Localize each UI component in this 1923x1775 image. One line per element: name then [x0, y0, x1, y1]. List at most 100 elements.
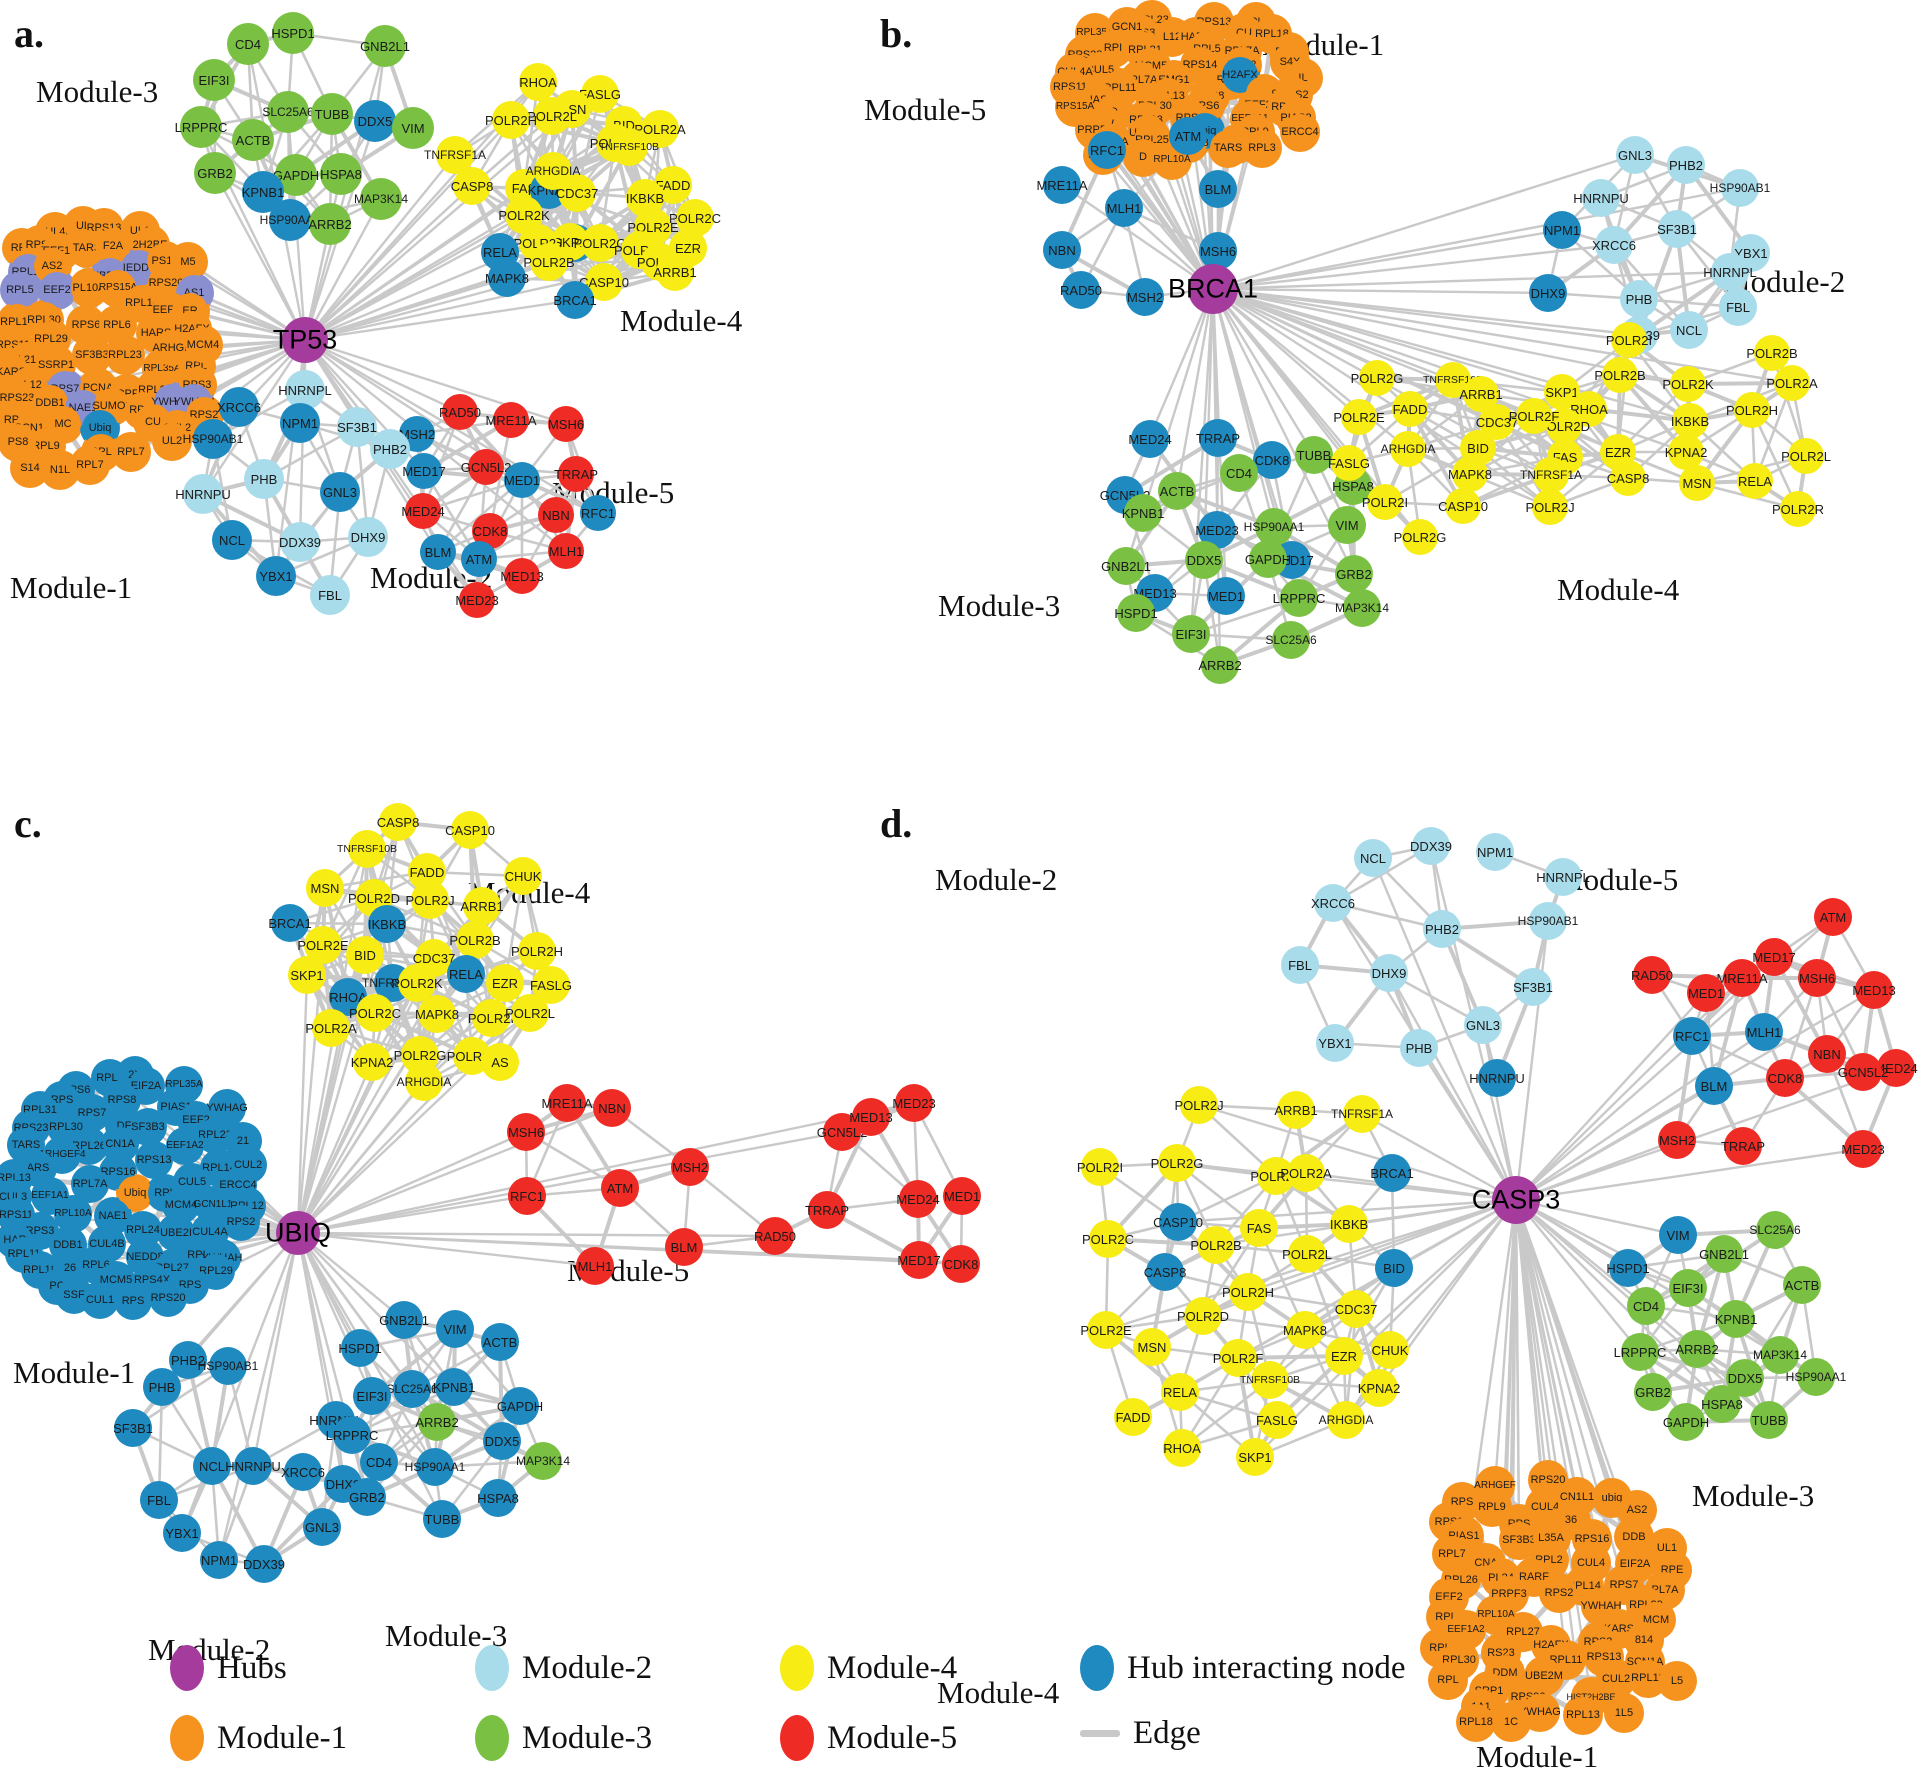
network-node[interactable]: POLR2R	[1772, 491, 1824, 527]
network-node[interactable]: UL2	[154, 423, 190, 459]
network-node[interactable]: RPL18	[1458, 1704, 1494, 1740]
network-node[interactable]: SKP1	[288, 956, 326, 994]
network-node[interactable]: ATM	[1169, 117, 1207, 155]
network-node[interactable]: DDX39	[1410, 827, 1452, 865]
network-node[interactable]: POLR2D	[1177, 1297, 1229, 1335]
network-node[interactable]: SF3B1	[1513, 968, 1553, 1006]
network-node[interactable]: ACTB	[481, 1323, 519, 1361]
network-node[interactable]: XRCC6	[1311, 884, 1355, 922]
network-node[interactable]: TUBB	[423, 1500, 461, 1538]
network-node[interactable]: ERCC4	[1281, 114, 1319, 150]
network-node[interactable]: ARHGDIA	[397, 1063, 451, 1101]
network-node[interactable]: POLR2L	[527, 97, 577, 135]
network-node[interactable]: DDX5	[354, 100, 396, 142]
network-node[interactable]: SLC25A6	[386, 1370, 438, 1408]
network-node[interactable]: ACTB	[1158, 472, 1196, 510]
network-node[interactable]: EEF1A2	[166, 1129, 204, 1163]
network-node[interactable]: NBN	[1808, 1035, 1846, 1073]
network-node[interactable]: POLR2L	[505, 994, 555, 1032]
network-node[interactable]: FASLG	[1256, 1401, 1298, 1439]
network-node[interactable]: MED1	[504, 462, 540, 498]
network-node[interactable]: GNL3	[1616, 136, 1654, 174]
network-node[interactable]: POLR2H	[1726, 392, 1778, 428]
network-node[interactable]: HSP90AA1	[405, 1448, 465, 1486]
network-node[interactable]: POLR2J	[1525, 489, 1575, 525]
network-node[interactable]: POLR2E	[1080, 1311, 1132, 1349]
network-node[interactable]: BLM	[1199, 170, 1237, 208]
network-node[interactable]: HNRNPU	[225, 1447, 281, 1485]
network-node[interactable]: HSP90AA1	[1786, 1358, 1846, 1396]
network-node[interactable]: MAP3K14	[516, 1442, 570, 1480]
network-node[interactable]: CD4	[1220, 454, 1258, 492]
network-node[interactable]: POLR2C	[349, 994, 401, 1032]
network-node[interactable]: FBL	[1281, 946, 1319, 984]
network-node[interactable]: RPL10A	[54, 1197, 92, 1231]
network-node[interactable]: CD4	[360, 1443, 398, 1481]
network-node[interactable]: GNB2L1	[1101, 547, 1151, 585]
network-node[interactable]: GAPDH	[1663, 1403, 1709, 1441]
network-node[interactable]: EIF3I	[1669, 1269, 1707, 1307]
network-node[interactable]: POLR2A	[1280, 1154, 1332, 1192]
network-node[interactable]: GCN5L2	[1838, 1053, 1888, 1091]
network-node[interactable]: GAPDH	[497, 1387, 543, 1425]
network-node[interactable]: MED17	[402, 453, 446, 489]
network-node[interactable]: NPM1	[1543, 211, 1581, 249]
network-node[interactable]: TNFRSF1A	[1331, 1095, 1393, 1133]
network-node[interactable]: FBL	[140, 1481, 178, 1519]
network-node[interactable]: MED17	[897, 1241, 941, 1279]
network-node[interactable]: MAP3K14	[1753, 1336, 1807, 1374]
network-node[interactable]: SF3B1	[113, 1409, 153, 1447]
network-node[interactable]: TNFRSF10B	[599, 128, 659, 166]
network-node[interactable]: ARHGDIA	[1319, 1401, 1373, 1439]
network-node[interactable]: DHX9	[348, 517, 388, 557]
network-node[interactable]: HSP90AB1	[183, 419, 243, 459]
network-node[interactable]: CASP10	[1153, 1203, 1203, 1241]
network-node[interactable]: POLR2L	[1282, 1235, 1332, 1273]
network-node[interactable]: NPM1	[200, 1541, 238, 1579]
network-node[interactable]: EIF3I	[1172, 615, 1210, 653]
network-node[interactable]: MAPK8	[415, 995, 459, 1033]
network-node[interactable]: ARRB1	[1274, 1091, 1318, 1129]
network-node[interactable]: AS	[481, 1043, 519, 1081]
network-node[interactable]: MSH6	[507, 1113, 545, 1151]
network-node[interactable]: HSPA8	[477, 1479, 519, 1517]
network-node[interactable]: RFC1	[508, 1177, 546, 1215]
network-node[interactable]: MLH1	[1105, 189, 1143, 227]
network-node[interactable]: MED1	[1207, 577, 1245, 615]
network-node[interactable]: MRE11A	[485, 402, 537, 438]
network-node[interactable]: DDX5	[483, 1422, 521, 1460]
network-node[interactable]: ARRB2	[415, 1403, 459, 1441]
network-node[interactable]: BRCA1	[268, 904, 312, 942]
network-node[interactable]: NCL	[1670, 311, 1708, 349]
network-node[interactable]: MLH1	[576, 1247, 614, 1285]
network-node[interactable]: HSPD1	[338, 1329, 382, 1367]
network-node[interactable]: IKBKB	[1330, 1205, 1368, 1243]
network-node[interactable]: MED23	[455, 582, 499, 618]
network-node[interactable]: HNRNPU	[1573, 179, 1629, 217]
network-node[interactable]: RPS20	[151, 1281, 185, 1315]
network-node[interactable]: RPL7	[113, 434, 149, 470]
network-node[interactable]: NCL	[1354, 839, 1392, 877]
network-node[interactable]: NBN	[538, 497, 574, 533]
network-node[interactable]: 1C	[1493, 1704, 1529, 1740]
network-node[interactable]: MCM4	[185, 327, 221, 363]
network-node[interactable]: RPL7	[72, 447, 108, 483]
network-node[interactable]: GNB2L1	[379, 1301, 429, 1339]
network-node[interactable]: GNL3	[303, 1508, 341, 1546]
network-node[interactable]: LRPPRC	[1273, 579, 1325, 617]
network-node[interactable]: POLR2B	[449, 921, 501, 959]
network-node[interactable]: DDX39	[243, 1545, 285, 1583]
network-node[interactable]: ACTB	[232, 119, 274, 161]
network-node[interactable]: PHB	[1400, 1029, 1438, 1067]
network-node[interactable]: GNL3	[1464, 1006, 1502, 1044]
network-node[interactable]: YBX1	[1316, 1024, 1354, 1062]
network-node[interactable]: MLH1	[548, 533, 584, 569]
network-node[interactable]: MED24	[401, 493, 445, 529]
network-node[interactable]: FADD	[1392, 391, 1428, 427]
network-node[interactable]: GNL3	[320, 472, 360, 512]
network-node[interactable]: MED23	[892, 1084, 936, 1122]
network-node[interactable]: VIM	[1328, 506, 1366, 544]
network-node[interactable]: CHUK	[1371, 1331, 1409, 1369]
network-node[interactable]: POLR2I	[1606, 322, 1652, 358]
network-node[interactable]: HSPD1	[271, 12, 315, 54]
